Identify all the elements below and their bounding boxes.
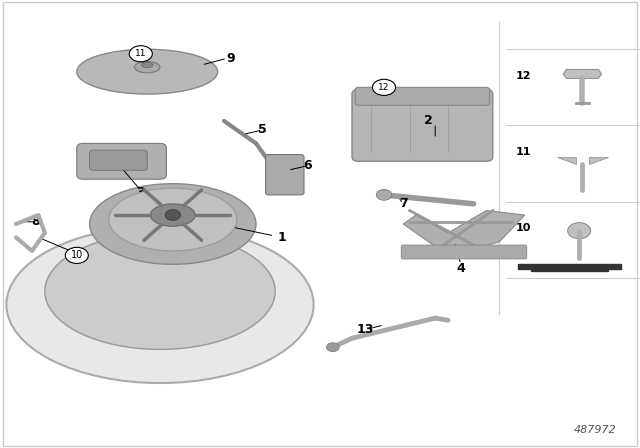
- Text: 12: 12: [515, 71, 531, 81]
- Ellipse shape: [134, 61, 160, 73]
- Ellipse shape: [141, 62, 153, 68]
- Text: 6: 6: [303, 159, 312, 172]
- Ellipse shape: [77, 49, 218, 94]
- Circle shape: [568, 223, 591, 239]
- Ellipse shape: [45, 233, 275, 349]
- Ellipse shape: [150, 204, 195, 226]
- FancyBboxPatch shape: [266, 155, 304, 195]
- Polygon shape: [403, 211, 525, 255]
- Circle shape: [376, 190, 392, 200]
- Ellipse shape: [90, 184, 256, 264]
- Text: 12: 12: [378, 83, 390, 92]
- Circle shape: [372, 79, 396, 95]
- Text: 4: 4: [456, 262, 465, 276]
- Text: 13: 13: [356, 323, 374, 336]
- Polygon shape: [557, 157, 576, 164]
- Polygon shape: [563, 69, 602, 78]
- Text: 10: 10: [515, 224, 531, 233]
- Text: 10: 10: [70, 250, 83, 260]
- Circle shape: [326, 343, 339, 352]
- Text: 11: 11: [135, 49, 147, 58]
- Text: 5: 5: [258, 123, 267, 137]
- FancyBboxPatch shape: [355, 87, 490, 105]
- Polygon shape: [589, 157, 608, 164]
- FancyBboxPatch shape: [352, 90, 493, 161]
- Circle shape: [129, 46, 152, 62]
- FancyBboxPatch shape: [401, 245, 527, 259]
- Text: 8: 8: [31, 215, 40, 228]
- Circle shape: [165, 210, 180, 220]
- FancyBboxPatch shape: [77, 143, 166, 179]
- Ellipse shape: [6, 226, 314, 383]
- Circle shape: [65, 247, 88, 263]
- Text: 1: 1: [220, 224, 286, 244]
- Text: 3: 3: [136, 186, 145, 199]
- Text: 487972: 487972: [574, 425, 616, 435]
- Polygon shape: [518, 264, 621, 271]
- Text: 9: 9: [226, 52, 235, 65]
- Text: 7: 7: [399, 197, 408, 211]
- FancyBboxPatch shape: [90, 150, 147, 170]
- Ellipse shape: [109, 188, 237, 251]
- Text: 11: 11: [515, 147, 531, 157]
- Text: 2: 2: [424, 114, 433, 128]
